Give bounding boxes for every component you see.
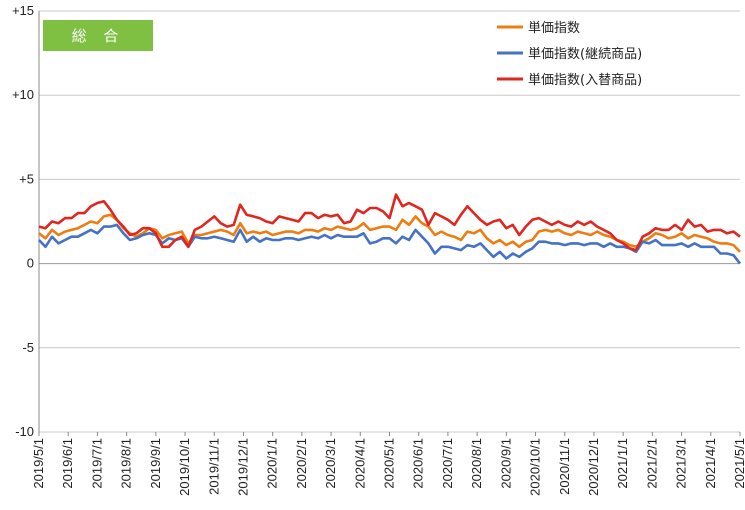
y-tick-labels: +15 +10 +5 0 -5 -10 <box>12 3 34 439</box>
x-tick-label: 2020/7/1 <box>440 438 455 489</box>
x-tick-label: 2020/6/1 <box>411 438 426 489</box>
legend-item: 単価指数 <box>497 20 580 36</box>
y-tick-label: -5 <box>22 340 34 355</box>
x-tick-label: 2020/4/1 <box>352 438 367 489</box>
x-tick-label: 2019/11/1 <box>206 438 221 495</box>
x-tick-label: 2019/12/1 <box>235 438 250 496</box>
y-tick-label: -10 <box>15 424 34 439</box>
x-tick-label: 2021/2/1 <box>644 438 659 489</box>
x-tick-label: 2021/5/1 <box>732 438 745 489</box>
x-tick-label: 2021/1/1 <box>615 438 630 489</box>
legend-label: 単価指数(継続商品) <box>528 46 642 62</box>
x-tick-label: 2021/3/1 <box>674 438 689 489</box>
y-tick-label: +15 <box>12 3 34 18</box>
x-tick-label: 2020/3/1 <box>323 438 338 489</box>
x-tick-label: 2019/5/1 <box>31 438 46 489</box>
x-tick-label: 2020/12/1 <box>586 438 601 496</box>
series-line-3 <box>38 193 741 252</box>
x-tick-label: 2019/8/1 <box>119 438 134 489</box>
y-tick-label: +10 <box>12 87 34 102</box>
legend-item: 単価指数(入替商品) <box>497 72 642 88</box>
legend-label: 単価指数 <box>528 20 580 36</box>
x-tick-label: 2019/6/1 <box>60 438 75 489</box>
series-lines <box>38 193 742 265</box>
x-tick-label: 2020/1/1 <box>265 438 280 489</box>
x-tick-label: 2020/8/1 <box>469 438 484 489</box>
x-tick-label: 2021/4/1 <box>703 438 718 489</box>
legend-item: 単価指数(継続商品) <box>497 46 642 62</box>
x-tick-label: 2020/11/1 <box>557 438 572 495</box>
series-line-1 <box>38 213 741 253</box>
x-tick-label: 2019/9/1 <box>148 438 163 489</box>
chart-badge: 総 合 <box>43 20 153 51</box>
x-tick-label: 2019/10/1 <box>177 438 192 496</box>
y-tick-label: +5 <box>19 171 34 186</box>
x-tick-labels: 2019/5/1 2019/6/1 2019/7/1 2019/8/1 2019/9/1… <box>31 438 745 496</box>
x-tick-label: 2020/2/1 <box>294 438 309 489</box>
x-tick-label: 2020/10/1 <box>528 438 543 496</box>
x-tick-label: 2019/7/1 <box>89 438 104 489</box>
axes <box>38 11 741 436</box>
x-tick-label: 2020/9/1 <box>498 438 513 489</box>
chart-badge-background <box>43 20 153 51</box>
y-tick-label: 0 <box>27 256 34 271</box>
legend-label: 単価指数(入替商品) <box>528 72 642 88</box>
x-tick-label: 2020/5/1 <box>382 438 397 489</box>
chart-badge-label: 総 合 <box>72 27 125 45</box>
